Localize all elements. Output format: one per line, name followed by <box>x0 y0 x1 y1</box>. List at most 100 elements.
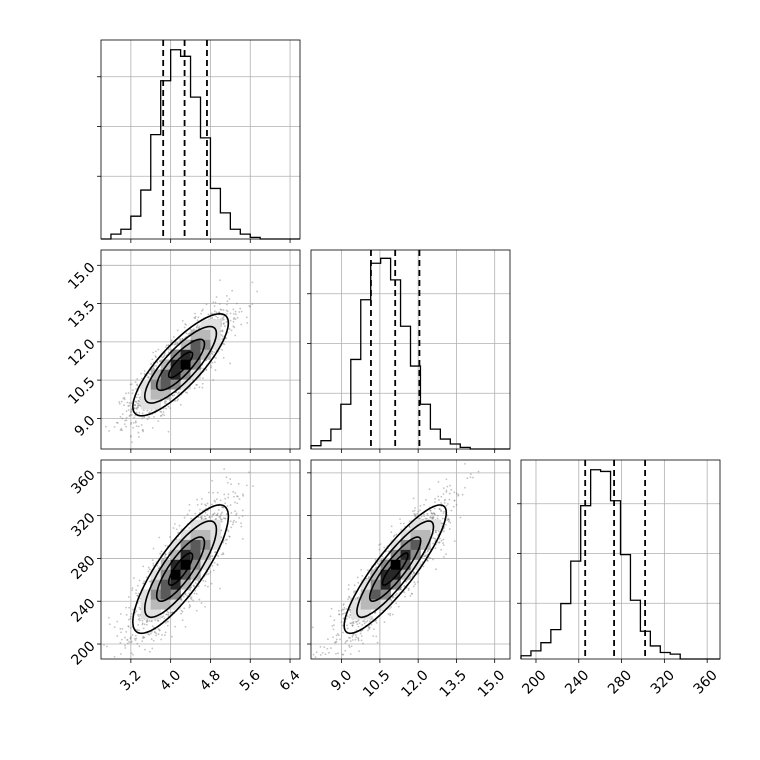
scatter-point <box>138 606 141 609</box>
scatter-point <box>219 499 222 502</box>
density-cell <box>360 579 371 590</box>
scatter-point <box>226 481 229 484</box>
density-cell <box>140 399 152 410</box>
scatter-point <box>225 294 228 297</box>
scatter-point <box>173 394 176 396</box>
scatter-point <box>392 596 395 599</box>
scatter-point <box>416 512 419 515</box>
scatter-point <box>378 548 381 551</box>
scatter-point <box>352 620 355 623</box>
scatter-point <box>167 613 170 616</box>
scatter-point <box>342 608 345 611</box>
axes-frame <box>100 39 301 240</box>
density-cell <box>420 529 431 540</box>
scatter-point <box>130 410 133 413</box>
scatter-point <box>222 506 224 509</box>
scatter-point <box>137 402 140 405</box>
scatter-point <box>124 644 126 647</box>
scatter-point <box>426 512 429 515</box>
density-cell <box>400 559 411 570</box>
scatter-point <box>200 515 203 518</box>
scatter-point <box>351 624 354 627</box>
scatter-point <box>138 396 141 399</box>
scatter-point <box>350 645 353 648</box>
scatter-point <box>125 613 128 616</box>
scatter-point <box>188 503 191 506</box>
scatter-point <box>236 316 239 319</box>
scatter-point <box>228 328 231 330</box>
scatter-point <box>442 512 445 515</box>
scatter-point <box>188 592 191 595</box>
scatter-point <box>150 409 153 412</box>
scatter-point <box>133 416 135 419</box>
scatter-point <box>437 541 439 544</box>
scatter-point <box>224 497 227 500</box>
scatter-point <box>135 637 138 640</box>
scatter-point <box>230 483 232 486</box>
scatter-point <box>411 592 414 595</box>
scatter-point <box>225 476 228 479</box>
scatter-point <box>142 430 145 433</box>
scatter-point <box>443 501 446 504</box>
scatter-point <box>198 325 201 328</box>
scatter-point <box>129 413 132 416</box>
scatter-point <box>348 608 351 611</box>
scatter-point <box>333 619 336 622</box>
scatter-point <box>442 542 444 544</box>
scatter-point <box>379 543 382 545</box>
density-cell <box>370 589 381 600</box>
scatter-point <box>422 565 425 568</box>
scatter-point <box>181 320 184 322</box>
scatter-point <box>158 566 161 568</box>
scatter-point <box>136 594 139 597</box>
scatter-point <box>360 569 363 571</box>
scatter-point <box>210 364 212 367</box>
density-cell <box>190 519 201 530</box>
scatter-point <box>129 615 132 618</box>
scatter-point <box>204 584 207 587</box>
density-cell <box>180 529 191 540</box>
scatter-point <box>346 627 349 630</box>
scatter-point <box>442 487 445 490</box>
scatter-point <box>146 409 149 412</box>
density-cell <box>190 529 201 540</box>
scatter-point <box>123 398 126 401</box>
scatter-point <box>197 516 200 519</box>
scatter-point <box>424 555 427 558</box>
scatter-point <box>160 414 163 417</box>
scatter-point <box>248 471 251 474</box>
scatter-point <box>141 622 144 625</box>
scatter-point <box>351 639 354 641</box>
scatter-point <box>127 405 130 407</box>
scatter-point <box>240 525 243 528</box>
scatter-point <box>437 495 440 498</box>
scatter-point <box>453 499 456 502</box>
scatter-point <box>232 308 235 311</box>
scatter-point <box>448 528 451 530</box>
scatter-point <box>136 402 139 405</box>
scatter-point <box>368 628 371 630</box>
scatter-point <box>330 607 333 610</box>
scatter-point <box>399 518 401 520</box>
scatter-point <box>231 289 234 292</box>
scatter-point <box>126 639 129 641</box>
scatter-point <box>163 617 166 620</box>
scatter-point <box>196 503 199 506</box>
scatter-point <box>194 512 197 515</box>
scatter-point <box>147 566 150 569</box>
scatter-point <box>221 330 224 333</box>
scatter-point <box>215 311 218 314</box>
scatter-point <box>141 623 144 626</box>
scatter-point <box>131 392 134 395</box>
scatter-point <box>464 462 466 465</box>
scatter-point <box>216 491 219 494</box>
scatter-point <box>354 634 357 636</box>
scatter-point <box>432 537 435 539</box>
scatter-point <box>161 616 164 619</box>
scatter-point <box>134 634 137 637</box>
scatter-point <box>105 425 107 428</box>
scatter-point <box>125 606 127 609</box>
scatter-point <box>348 596 351 599</box>
scatter-point <box>226 303 228 306</box>
density-cell <box>190 329 201 340</box>
